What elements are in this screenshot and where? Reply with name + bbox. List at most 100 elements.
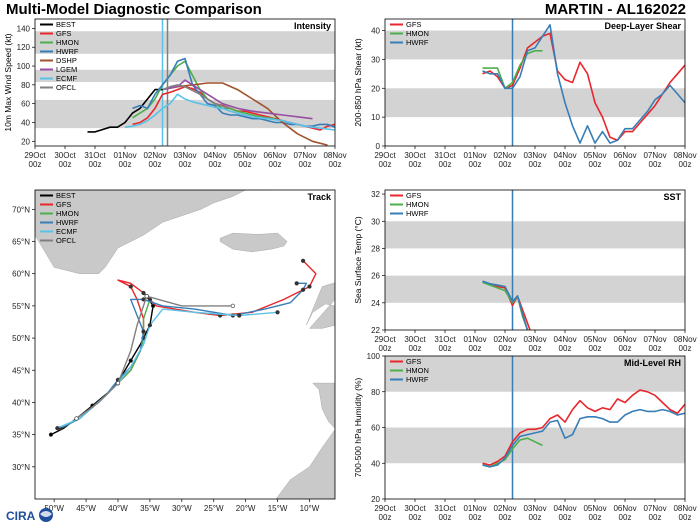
intensity-panel: 29Oct00z30Oct00z31Oct00z01Nov00z02Nov00z…	[3, 18, 347, 169]
legend-label-ofcl: OFCL	[56, 83, 76, 92]
shear-panel: 29Oct00z30Oct00z31Oct00z01Nov00z02Nov00z…	[353, 18, 697, 169]
x-tick-label: 29Oct	[374, 335, 396, 344]
legend-label-ecmf: ECMF	[56, 227, 78, 236]
x-tick-label: 01Nov	[463, 151, 486, 160]
x-tick-label: 31Oct	[84, 151, 106, 160]
x-tick-sublabel: 00z	[529, 513, 542, 522]
series-line-dshp	[162, 82, 328, 146]
track-point-ofcl	[115, 381, 121, 386]
x-tick-label: 05Nov	[583, 335, 606, 344]
track-point-ecmf	[275, 310, 280, 315]
x-tick-label: 01Nov	[113, 151, 136, 160]
x-tick-sublabel: 00z	[469, 344, 482, 353]
x-tick-label: 04Nov	[203, 151, 226, 160]
track-line-ofcl	[76, 295, 148, 420]
land-africa	[275, 429, 335, 499]
x-tick-sublabel: 00z	[439, 160, 452, 169]
legend-label-hmon: HMON	[56, 209, 79, 218]
cira-logo: CIRA	[6, 508, 53, 523]
series-line-hwrf	[482, 23, 685, 144]
y-tick-label: 26	[371, 272, 380, 281]
y-tick-label: 22	[371, 326, 380, 335]
legend-label-dshp: DSHP	[56, 56, 77, 65]
x-tick-sublabel: 00z	[379, 344, 392, 353]
legend-label-hwrf: HWRF	[56, 218, 79, 227]
gray-band-0	[385, 275, 685, 303]
track-point-gfs	[307, 284, 312, 289]
x-tick-label: 01Nov	[463, 504, 486, 513]
legend-label-gfs: GFS	[56, 29, 71, 38]
y-tick-label: 40	[371, 27, 380, 36]
y-tick-label: 24	[371, 299, 380, 308]
y-tick-label: 60°N	[12, 270, 30, 279]
track-point-ecmf	[237, 313, 242, 318]
track-point-hwrf	[141, 329, 146, 334]
gray-band-1	[385, 356, 685, 392]
y-tick-label: 28	[371, 244, 380, 253]
x-tick-sublabel: 00z	[89, 160, 102, 169]
x-tick-label: 05Nov	[233, 151, 256, 160]
x-tick-sublabel: 00z	[179, 160, 192, 169]
x-tick-sublabel: 00z	[619, 160, 632, 169]
series-line-ecmf	[124, 93, 335, 131]
legend-label-best: BEST	[56, 20, 76, 29]
x-tick-label: 08Nov	[323, 151, 346, 160]
plot-frame	[34, 189, 336, 500]
y-tick-label: 65°N	[12, 238, 30, 247]
y-tick-label: 140	[17, 24, 31, 33]
x-tick-label: 30Oct	[404, 151, 426, 160]
x-tick-sublabel: 00z	[619, 513, 632, 522]
y-tick-label: 32	[371, 190, 380, 199]
x-tick-label: 07Nov	[293, 151, 316, 160]
panel-title: Deep-Layer Shear	[604, 21, 681, 31]
legend-label-gfs: GFS	[56, 200, 71, 209]
x-tick-label: 31Oct	[434, 151, 456, 160]
x-tick-label: 08Nov	[673, 504, 696, 513]
y-tick-label: 40	[21, 118, 30, 127]
y-tick-label: 80	[21, 81, 30, 90]
y-tick-label: 10	[371, 113, 380, 122]
y-tick-label: 30	[371, 217, 380, 226]
track-panel: 50°W 45°W 40°W 35°W 30°W 25°W 20°W 15°W 10°W 30°N…	[12, 189, 336, 513]
x-tick-label: 15°W	[268, 504, 288, 513]
x-tick-sublabel: 00z	[619, 344, 632, 353]
x-tick-sublabel: 00z	[589, 344, 602, 353]
cira-wave-icon	[40, 511, 52, 517]
y-tick-label: 30	[371, 55, 380, 64]
x-tick-label: 04Nov	[553, 151, 576, 160]
legend-label-gfs: GFS	[406, 191, 421, 200]
track-map-area	[35, 190, 335, 499]
x-tick-sublabel: 00z	[589, 513, 602, 522]
panel-title: Track	[307, 192, 332, 202]
storm-title: MARTIN - AL162022	[544, 1, 686, 18]
x-tick-sublabel: 00z	[529, 160, 542, 169]
series-line-gfs	[482, 32, 685, 141]
panel-title: Mid-Level RH	[624, 358, 681, 368]
x-tick-sublabel: 00z	[499, 513, 512, 522]
x-tick-sublabel: 00z	[239, 160, 252, 169]
y-tick-label: 55°N	[12, 302, 30, 311]
x-tick-sublabel: 00z	[119, 160, 132, 169]
series-group	[482, 23, 685, 144]
x-tick-sublabel: 00z	[409, 344, 422, 353]
main-title: Multi-Model Diagnostic Comparison	[6, 1, 262, 18]
y-tick-label: 60	[21, 100, 30, 109]
rh-panel: 29Oct00z30Oct00z31Oct00z01Nov00z02Nov00z…	[353, 352, 697, 522]
legend-label-hmon: HMON	[406, 200, 429, 209]
x-tick-sublabel: 00z	[679, 344, 692, 353]
x-tick-sublabel: 00z	[269, 160, 282, 169]
cira-logo-text: CIRA	[6, 509, 36, 523]
series-line-ofcl	[162, 84, 231, 110]
y-tick-label: 100	[17, 62, 31, 71]
legend-label-hwrf: HWRF	[406, 209, 429, 218]
y-tick-label: 40	[371, 459, 380, 468]
x-tick-label: 45°W	[76, 504, 96, 513]
x-tick-label: 08Nov	[673, 335, 696, 344]
y-tick-label: 20	[21, 137, 30, 146]
x-tick-label: 29Oct	[374, 504, 396, 513]
gray-band-1	[385, 221, 685, 249]
x-tick-sublabel: 00z	[409, 513, 422, 522]
x-tick-label: 07Nov	[643, 151, 666, 160]
y-tick-label: 40°N	[12, 398, 30, 407]
sst-panel: 29Oct00z30Oct00z31Oct00z01Nov00z02Nov00z…	[353, 189, 697, 353]
